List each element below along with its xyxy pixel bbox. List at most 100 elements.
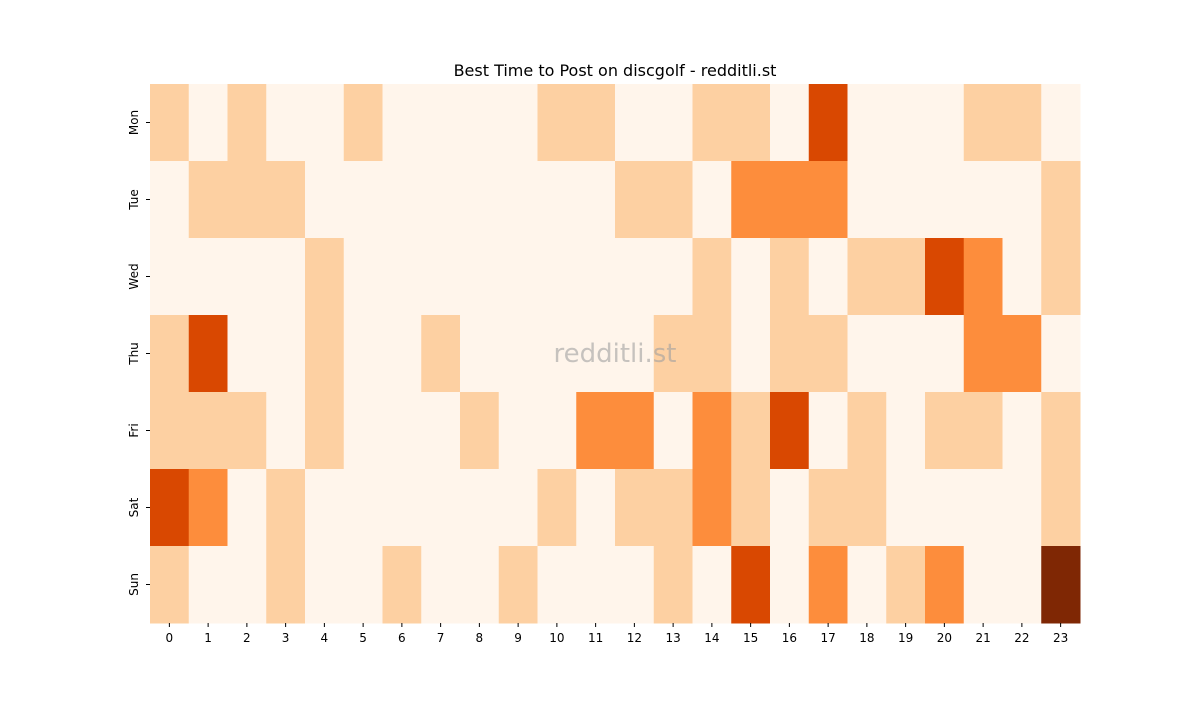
heatmap-cell [1002, 84, 1042, 162]
y-tick-label: Tue [127, 189, 141, 211]
heatmap-cell [305, 161, 345, 239]
heatmap-cell [653, 238, 693, 316]
heatmap-cell [925, 315, 965, 393]
heatmap-cell [498, 546, 538, 624]
heatmap-cell [963, 238, 1003, 316]
heatmap-cell [150, 315, 190, 393]
heatmap-cell [770, 315, 810, 393]
heatmap-cell [305, 238, 345, 316]
heatmap-cell [615, 469, 655, 547]
heatmap-cell [692, 392, 732, 470]
x-tick-label: 16 [782, 631, 797, 645]
heatmap-cell [653, 546, 693, 624]
heatmap-cell [847, 315, 887, 393]
heatmap-cell [808, 84, 848, 162]
heatmap-cell [227, 238, 267, 316]
heatmap-cell [266, 161, 306, 239]
heatmap-cell [188, 315, 228, 393]
heatmap-cell [460, 238, 500, 316]
heatmap-cell [576, 546, 616, 624]
heatmap-cell [266, 238, 306, 316]
heatmap-cell [847, 546, 887, 624]
heatmap-cell [847, 392, 887, 470]
heatmap-cell [770, 469, 810, 547]
heatmap-cell [266, 392, 306, 470]
heatmap-cell [382, 469, 422, 547]
heatmap-cell [615, 392, 655, 470]
heatmap-cell [808, 546, 848, 624]
heatmap-cell [1002, 546, 1042, 624]
heatmap-cell [498, 84, 538, 162]
heatmap-cell [731, 469, 771, 547]
heatmap-cell [421, 84, 461, 162]
heatmap-cell [692, 546, 732, 624]
heatmap-cell [421, 392, 461, 470]
x-tick-label: 18 [859, 631, 874, 645]
heatmap-cell [150, 469, 190, 547]
heatmap-cell [305, 546, 345, 624]
heatmap-cell [266, 546, 306, 624]
heatmap-cell [227, 546, 267, 624]
heatmap-cell [498, 469, 538, 547]
heatmap-cell [886, 469, 926, 547]
heatmap-cell [847, 469, 887, 547]
x-tick-label: 7 [437, 631, 445, 645]
heatmap-cell [770, 161, 810, 239]
heatmap-cell [925, 392, 965, 470]
heatmap-cell [886, 315, 926, 393]
heatmap-cell [576, 84, 616, 162]
heatmap-cell [692, 469, 732, 547]
x-tick-label: 12 [627, 631, 642, 645]
heatmap-cell [1041, 238, 1081, 316]
x-tick-label: 5 [359, 631, 367, 645]
heatmap-cell [847, 84, 887, 162]
heatmap-cell [382, 315, 422, 393]
heatmap-cell [731, 392, 771, 470]
heatmap-cell [653, 469, 693, 547]
y-tick-label: Sun [127, 573, 141, 596]
x-tick-label: 10 [549, 631, 564, 645]
heatmap-cell [188, 392, 228, 470]
x-tick-label: 9 [514, 631, 522, 645]
heatmap-cell [1002, 315, 1042, 393]
heatmap-cell [1041, 546, 1081, 624]
x-tick-label: 17 [820, 631, 835, 645]
heatmap-cell [692, 84, 732, 162]
heatmap-cell [615, 546, 655, 624]
heatmap-cell [188, 238, 228, 316]
heatmap-cell [343, 161, 383, 239]
x-tick-label: 13 [665, 631, 680, 645]
x-tick-label: 21 [975, 631, 990, 645]
heatmap-cell [421, 469, 461, 547]
x-tick-label: 22 [1014, 631, 1029, 645]
heatmap-cell [615, 161, 655, 239]
chart-title: Best Time to Post on discgolf - redditli… [454, 61, 777, 80]
heatmap-cell [770, 546, 810, 624]
heatmap-cell [963, 315, 1003, 393]
heatmap-cell [1041, 84, 1081, 162]
x-tick-label: 19 [898, 631, 913, 645]
heatmap-cell [305, 315, 345, 393]
heatmap-cell [576, 315, 616, 393]
heatmap-cell [421, 546, 461, 624]
heatmap-cell [770, 392, 810, 470]
heatmap-cell [731, 238, 771, 316]
heatmap-cell [305, 469, 345, 547]
heatmap-cell [343, 546, 383, 624]
x-tick-label: 23 [1053, 631, 1068, 645]
heatmap-cell [886, 238, 926, 316]
x-tick-label: 11 [588, 631, 603, 645]
x-tick-label: 2 [243, 631, 251, 645]
heatmap-cell [382, 161, 422, 239]
heatmap-cell [421, 161, 461, 239]
heatmap-cell [615, 84, 655, 162]
heatmap-cell [537, 238, 577, 316]
heatmap-cell [537, 546, 577, 624]
heatmap-cell [1041, 161, 1081, 239]
heatmap-cell [770, 238, 810, 316]
heatmap-cell [1002, 469, 1042, 547]
heatmap-cell [692, 238, 732, 316]
heatmap-cell [731, 161, 771, 239]
heatmap-cell [537, 84, 577, 162]
heatmap-cell [227, 469, 267, 547]
